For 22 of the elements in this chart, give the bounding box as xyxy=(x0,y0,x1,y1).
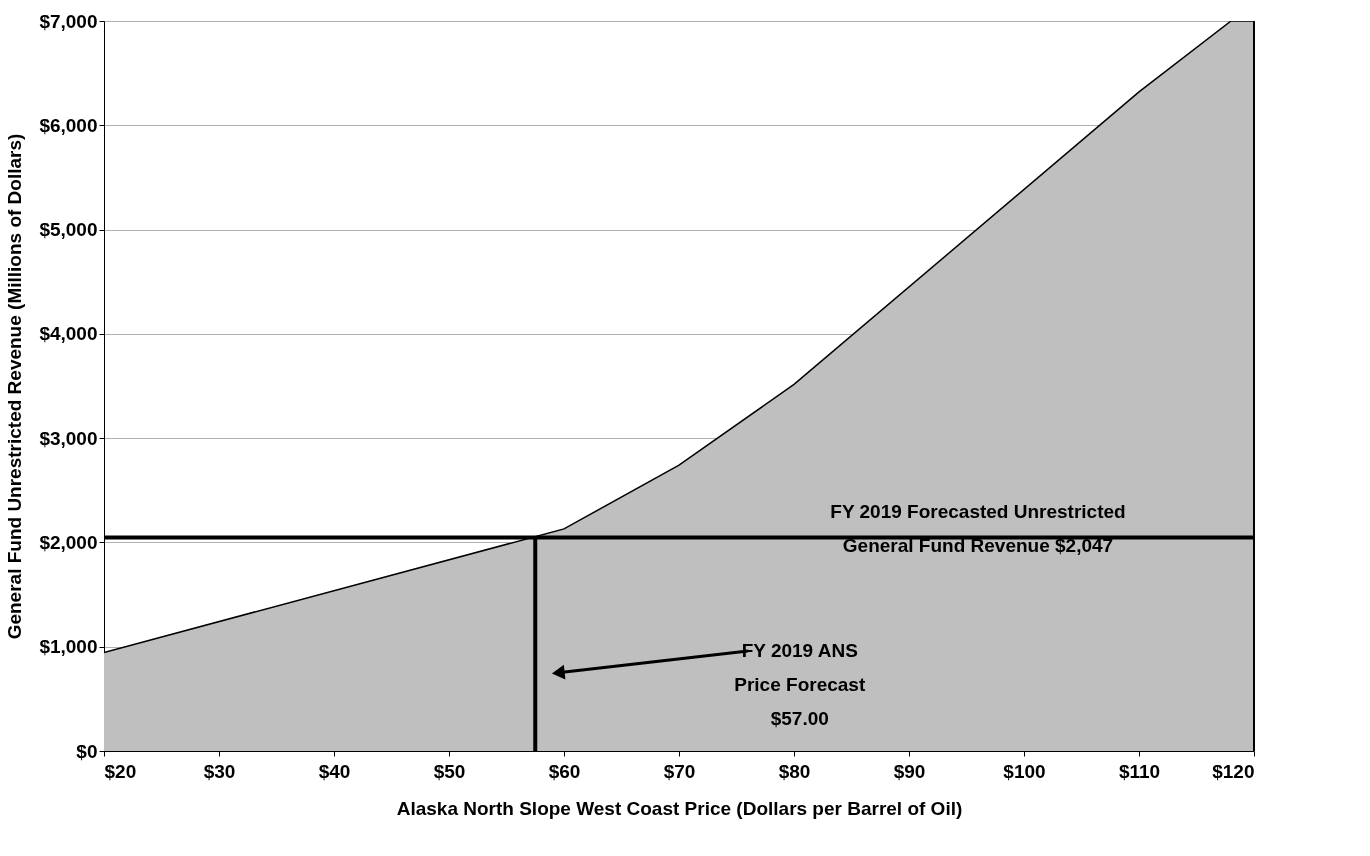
x-tick-label: $90 xyxy=(893,760,926,782)
x-tick-label: $40 xyxy=(318,760,351,782)
x-tick-label: $70 xyxy=(663,760,696,782)
y-tick-label: $3,000 xyxy=(39,427,98,449)
annotation: FY 2019 Forecasted Unrestricted General Fund Revenue $2,047 xyxy=(830,500,1126,556)
y-tick-label: $6,000 xyxy=(39,114,98,136)
y-tick-label: $4,000 xyxy=(39,323,98,345)
y-tick-label: $2,000 xyxy=(39,531,98,553)
x-tick-label: $30 xyxy=(203,760,236,782)
x-tick-label: $20 xyxy=(104,760,137,782)
x-tick-label: $110 xyxy=(1118,760,1161,782)
x-tick-label: $100 xyxy=(1003,760,1046,782)
y-tick-label: $5,000 xyxy=(39,219,98,241)
x-tick-label: $50 xyxy=(433,760,466,782)
x-tick-label: $120 xyxy=(1212,760,1255,782)
y-axis-title: General Fund Unrestricted Revenue (Millions of Dollars) xyxy=(4,133,26,640)
x-tick-label: $80 xyxy=(778,760,811,782)
y-tick-label: $7,000 xyxy=(39,10,98,32)
y-tick-label: $0 xyxy=(76,740,98,762)
y-tick-label: $1,000 xyxy=(39,636,98,658)
x-axis-title: Alaska North Slope West Coast Price (Dollars per Barrel of Oil) xyxy=(396,797,963,819)
x-tick-label: $60 xyxy=(548,760,581,782)
